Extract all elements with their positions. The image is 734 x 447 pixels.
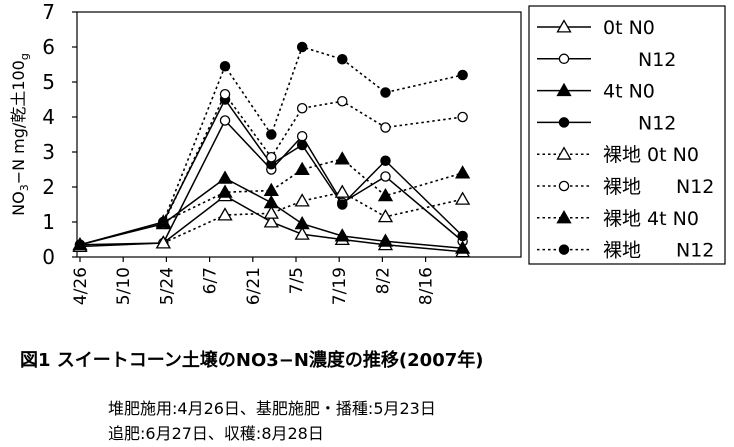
- legend-marker: [556, 19, 572, 33]
- x-tick-label: 4/26: [71, 267, 91, 305]
- axes: 0 1 2 3 4 5 6 7 4/26 5/10 5/24 6/7 6/21 7/5 7/19 8/2 8/1…: [42, 0, 522, 305]
- data-point: [457, 69, 468, 81]
- legend-label-prefix: 裸地: [603, 240, 641, 262]
- y-axis-label-part: NO: [9, 191, 28, 216]
- legend-label: 裸地 N12: [603, 176, 714, 198]
- legend-label-suffix: N12: [676, 176, 714, 198]
- legend-marker: [556, 146, 572, 160]
- data-point: [380, 87, 391, 98]
- data-point: [263, 205, 279, 219]
- data-point: [455, 191, 471, 205]
- y-tick-label: 2: [42, 175, 55, 199]
- data-point: [380, 122, 391, 133]
- data-point: [377, 208, 394, 223]
- y-tick-label: 0: [42, 245, 55, 269]
- data-point: [296, 103, 308, 114]
- legend-label-prefix: 裸地: [603, 176, 641, 198]
- data-point: [337, 199, 348, 210]
- legend-marker: [558, 53, 570, 65]
- x-tick-label: 6/21: [244, 267, 264, 305]
- data-point: [455, 165, 471, 179]
- x-tick-label: 5/10: [114, 267, 134, 305]
- y-tick-label: 7: [42, 0, 55, 24]
- legend-marker: [556, 82, 572, 97]
- data-point: [455, 240, 471, 254]
- data-point: [219, 89, 231, 100]
- legend-marker: [558, 244, 570, 255]
- series-5: [155, 184, 471, 249]
- data-point: [219, 115, 231, 126]
- y-axis-label-part: 3: [18, 184, 31, 191]
- plot-frame: [76, 11, 522, 258]
- data-point: [377, 187, 394, 202]
- x-tick-label: 7/19: [330, 267, 350, 305]
- data-point: [457, 111, 468, 123]
- series-line: [79, 119, 464, 246]
- data-point: [337, 96, 348, 107]
- data-point: [380, 171, 391, 182]
- data-point: [158, 216, 169, 228]
- data-point: [457, 230, 468, 242]
- caption-note-2: 追肥:6月27日、収穫:8月28日: [108, 424, 324, 443]
- data-point: [294, 226, 310, 240]
- data-point: [294, 193, 310, 207]
- x-tick-label: 7/5: [287, 267, 307, 294]
- y-axis-label-part: −N mg/乾土100: [9, 60, 28, 184]
- y-tick-label: 5: [42, 70, 55, 94]
- y-tick-label: 6: [42, 35, 55, 59]
- data-point: [263, 214, 279, 228]
- data-point: [296, 139, 308, 151]
- data-point: [337, 54, 348, 65]
- legend-label: 裸地 N12: [603, 240, 714, 262]
- data-point: [74, 239, 86, 250]
- series-layer: [72, 41, 471, 258]
- y-axis-label-part: g: [18, 53, 31, 60]
- y-axis-label: NO3−N mg/乾土100g: [9, 53, 31, 216]
- data-point: [217, 170, 233, 184]
- x-tick-label: 6/7: [201, 267, 221, 294]
- legend-marker: [558, 117, 570, 128]
- data-point: [296, 41, 308, 53]
- data-point: [155, 235, 171, 249]
- data-point: [266, 129, 277, 140]
- data-point: [334, 184, 350, 198]
- legend-label: 4t N0: [603, 81, 655, 103]
- data-point: [380, 155, 391, 166]
- series-8: [158, 41, 468, 228]
- data-point: [334, 151, 350, 165]
- data-point: [217, 184, 233, 198]
- legend-label: 裸地 0t N0: [603, 144, 699, 166]
- y-tick-label: 3: [42, 140, 55, 164]
- data-point: [334, 228, 350, 242]
- data-point: [263, 182, 279, 197]
- series-line: [79, 194, 463, 253]
- caption-note-1: 堆肥施用:4月26日、基肥施肥・播種:5月23日: [108, 399, 436, 418]
- legend-marker: [558, 180, 570, 192]
- data-point: [217, 207, 233, 221]
- y-tick-label: 1: [42, 210, 55, 234]
- legend-label-suffix: N12: [676, 240, 714, 262]
- data-point: [294, 161, 310, 176]
- data-point: [294, 215, 310, 230]
- y-axis-label-text: NO3−N mg/乾土100g: [9, 53, 31, 216]
- legend-label: 0t N0: [603, 17, 655, 39]
- x-tick-label: 8/2: [373, 267, 393, 294]
- x-tick-label: 5/24: [157, 267, 177, 305]
- legend-label: N12: [638, 112, 676, 134]
- legend-marker: [556, 209, 572, 224]
- legend-label: N12: [638, 49, 676, 71]
- legend-label: 裸地 4t N0: [603, 208, 699, 230]
- y-tick-label: 4: [42, 105, 55, 129]
- data-point: [296, 130, 308, 142]
- legend: 0t N0 N12 4t N0 N12 裸地 0t N0 裸地 N12 裸地 4t N0 裸地 N…: [528, 5, 726, 265]
- x-tick-label: 8/16: [417, 267, 437, 305]
- figure-caption: 図1 スイートコーン土壌のNO3−N濃度の推移(2007年): [20, 350, 484, 371]
- data-point: [266, 151, 277, 163]
- data-point: [377, 233, 394, 247]
- data-point: [219, 61, 231, 72]
